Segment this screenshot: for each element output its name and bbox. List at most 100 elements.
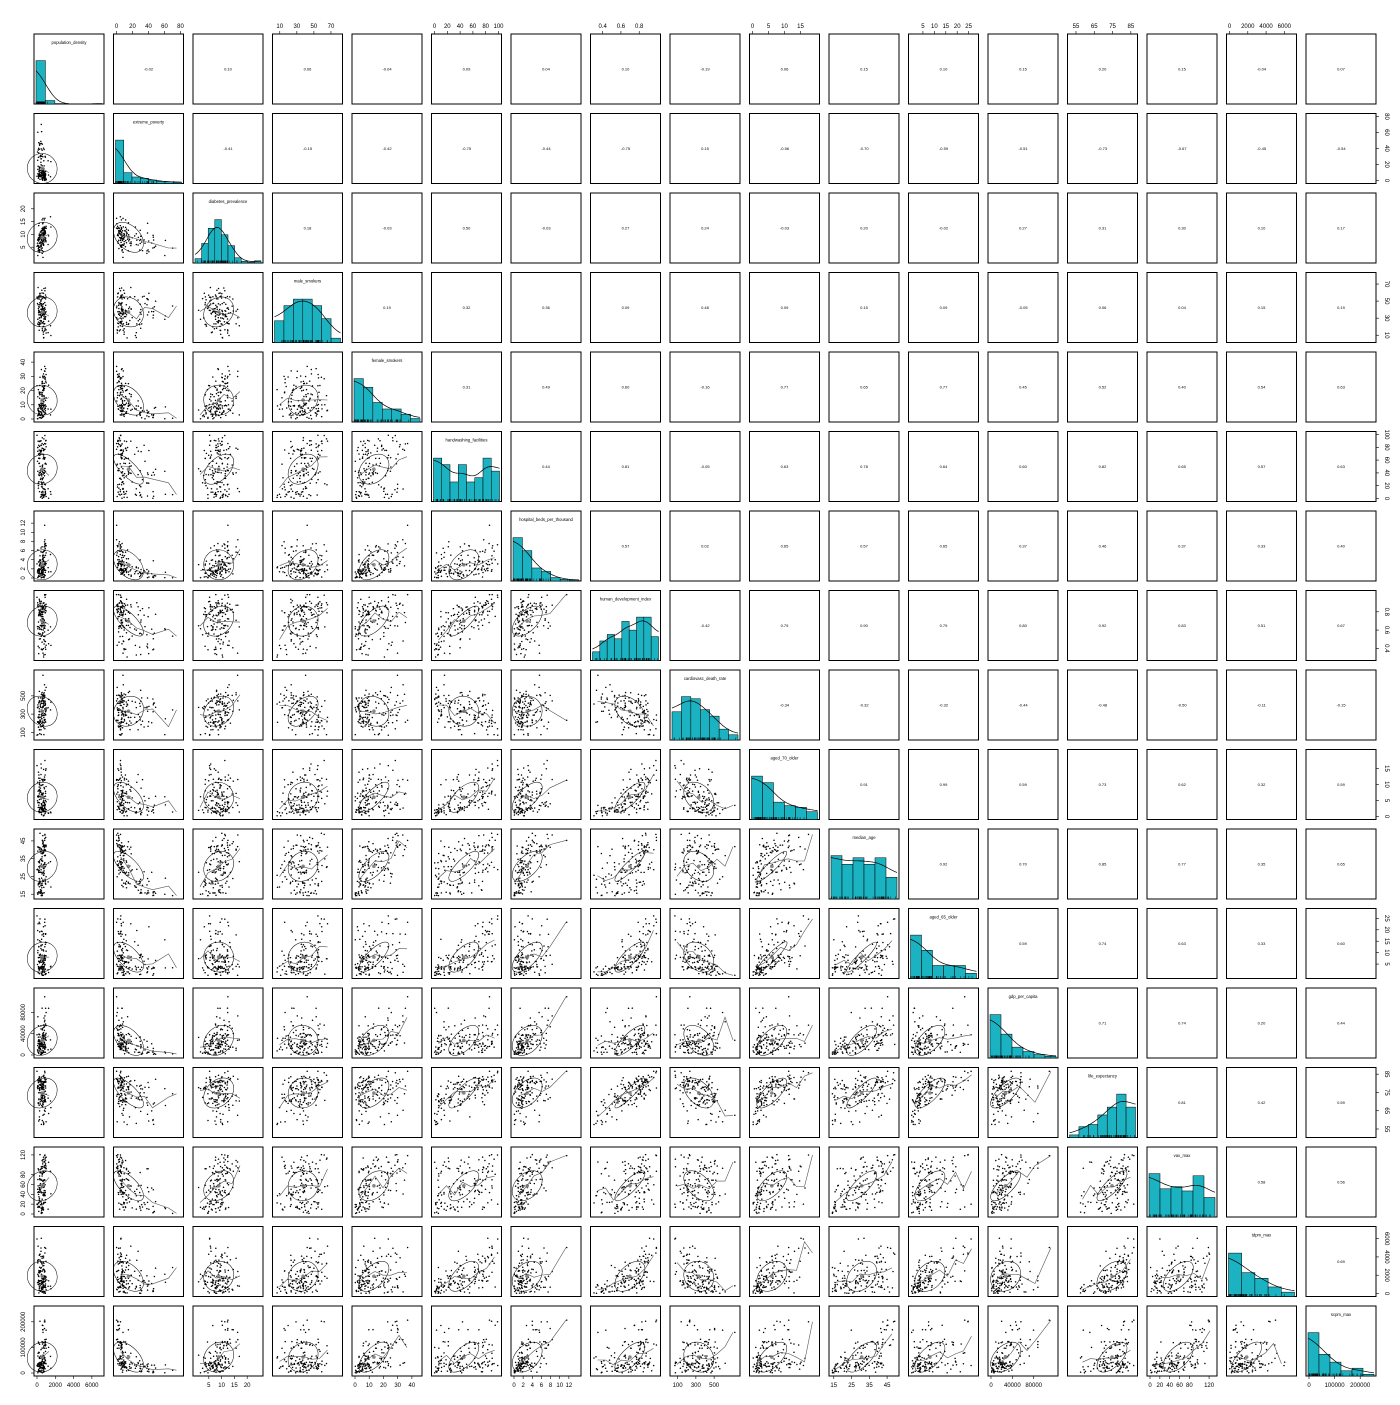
scatter-point [44, 217, 46, 219]
scatter-point [130, 604, 132, 606]
scatter-point [225, 608, 227, 610]
scatter-point [308, 554, 310, 556]
scatter-point [225, 614, 227, 616]
scatter-point [291, 546, 293, 548]
hist-bar [622, 621, 629, 660]
scatter-point [225, 494, 227, 496]
scatter-point [42, 569, 44, 571]
scatter-point [451, 572, 453, 574]
scatter-point [388, 454, 390, 456]
scatter-point [484, 618, 486, 620]
scatter-point [281, 397, 283, 399]
scatter-point [121, 377, 123, 379]
scatter-point [139, 492, 141, 494]
scatter-point [151, 628, 153, 630]
scatter-point [206, 560, 208, 562]
scatter-point [527, 605, 529, 607]
scatter-point [212, 416, 214, 418]
scatter-point [217, 322, 219, 324]
scatter-point [436, 552, 438, 554]
scatter-point [214, 328, 216, 330]
scatter-point [127, 549, 129, 551]
scatter-point [383, 558, 385, 560]
scatter-point [373, 471, 375, 473]
scatter-point [453, 573, 455, 575]
scatter-point [459, 570, 461, 572]
scatter-point [317, 573, 319, 575]
scatter-point [218, 317, 220, 319]
scatter-point [41, 381, 43, 383]
scatter-point [461, 577, 463, 579]
scatter-point [388, 569, 390, 571]
scatter-point [200, 319, 202, 321]
scatter-point [436, 648, 438, 650]
hist-bar [467, 482, 475, 502]
scatter-point [119, 395, 121, 397]
panel-diabetes_prevalence-vs-human_development_index: 0.27 [591, 193, 661, 263]
hist-bar [322, 319, 331, 343]
scatter-point [324, 571, 326, 573]
scatter-point [303, 488, 305, 490]
panel-diabetes_prevalence-vs-vax_max: 0.30 [1147, 193, 1217, 263]
scatter-point [357, 607, 359, 609]
scatter-point [312, 563, 314, 565]
scatter-point [355, 471, 357, 473]
scatter-point [200, 418, 202, 420]
scatter-point [357, 482, 359, 484]
scatter-point [228, 457, 230, 459]
scatter-point [123, 569, 125, 571]
scatter-point [165, 571, 167, 573]
scatter-point [280, 648, 282, 650]
scatter-point [217, 368, 219, 370]
scatter-point [303, 447, 305, 449]
scatter-point [116, 552, 118, 554]
scatter-point [297, 539, 299, 541]
scatter-point [524, 656, 526, 658]
scatter-point [290, 417, 292, 419]
scatter-point [37, 471, 39, 473]
scatter-point [208, 294, 210, 296]
scatter-point [306, 594, 308, 596]
panel-extreme_poverty-vs-hospital_beds_per_thousand: -0.44 [511, 114, 581, 184]
scatter-point [519, 645, 521, 647]
scatter-point [42, 478, 44, 480]
scatter-point [302, 440, 304, 442]
scatter-point [117, 446, 119, 448]
scatter-point [226, 307, 228, 309]
scatter-point [302, 407, 304, 409]
scatter-point [124, 234, 126, 236]
scatter-point [237, 370, 239, 372]
scatter-point [227, 602, 229, 604]
scatter-point [367, 610, 369, 612]
scatter-point [134, 628, 136, 630]
scatter-point [212, 477, 214, 479]
scatter-point [204, 572, 206, 574]
hist-bar [450, 482, 458, 502]
scatter-point [221, 561, 223, 563]
scatter-point [43, 165, 45, 167]
scatter-point [303, 551, 305, 553]
scatter-point [207, 635, 209, 637]
scatter-point [481, 605, 483, 607]
scatter-point [126, 491, 128, 493]
scatter-point [460, 607, 462, 609]
scatter-point [460, 555, 462, 557]
hist-bar [293, 299, 302, 342]
scatter-point [45, 569, 47, 571]
scatter-point [202, 634, 204, 636]
scatter-point [215, 496, 217, 498]
scatter-point [222, 612, 224, 614]
panel-male_smokers-vs-tdpm_max: 0.15 [1227, 273, 1297, 343]
scatter-point [47, 332, 49, 334]
scatter-point [121, 466, 123, 468]
scatter-point [307, 622, 309, 624]
scatter-point [121, 543, 123, 545]
scatter-point [214, 411, 216, 413]
scatter-point [37, 410, 39, 412]
scatter-point [131, 635, 133, 637]
scatter-point [127, 408, 129, 410]
scatter-point [123, 334, 125, 336]
scatter-point [395, 458, 397, 460]
scatter-point [153, 311, 155, 313]
scatter-point [367, 545, 369, 547]
